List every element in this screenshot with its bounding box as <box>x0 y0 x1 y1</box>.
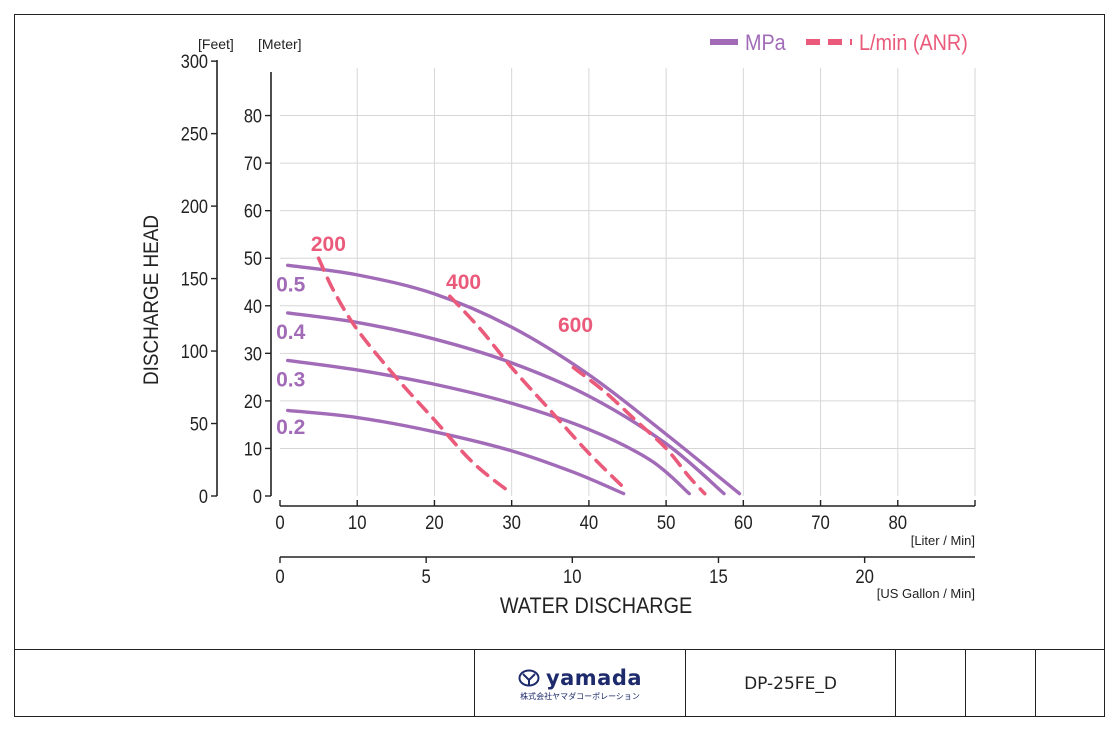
x-tick-label-liter: 10 <box>348 512 367 533</box>
drawing-code: DP-25FE_D <box>685 650 895 717</box>
y-tick-label-meter: 50 <box>244 248 262 269</box>
title-block-cell <box>1035 650 1105 717</box>
series-label: 0.3 <box>276 369 305 392</box>
performance-chart: 01020304050607080050100150200250300[Feet… <box>140 31 976 618</box>
y-tick-label-feet: 300 <box>181 51 208 72</box>
y-axis-title: DISCHARGE HEAD <box>140 215 163 385</box>
x-tick-label-liter: 70 <box>811 512 830 533</box>
y-tick-label-meter: 40 <box>244 296 262 317</box>
legend-label-mpa: MPa <box>745 31 786 55</box>
yamada-mark-icon <box>518 669 540 686</box>
x-tick-label-gallon: 20 <box>855 566 874 587</box>
series-label: 0.5 <box>276 274 306 297</box>
y-unit-feet: [Feet] <box>198 36 234 52</box>
x-tick-label-liter: 20 <box>425 512 444 533</box>
y-tick-label-feet: 100 <box>181 341 208 362</box>
x-tick-label-gallon: 15 <box>709 566 728 587</box>
y-tick-label-feet: 150 <box>181 268 208 289</box>
pressure-curve-0.3 <box>286 358 691 496</box>
x-tick-label-liter: 30 <box>502 512 521 533</box>
y-tick-label-meter: 60 <box>244 201 262 222</box>
x-tick-label-gallon: 0 <box>275 566 284 587</box>
pressure-curve-0.2 <box>286 408 626 496</box>
y-tick-label-meter: 10 <box>244 438 262 459</box>
air-flow-curve-400 <box>448 294 630 494</box>
drawing-code-text: DP-25FE_D <box>744 673 837 694</box>
air-flow-curve-600 <box>571 365 707 496</box>
title-block-cell <box>965 650 1035 717</box>
drawing-frame <box>14 14 1105 717</box>
x-tick-label-liter: 80 <box>888 512 907 533</box>
x-tick-label-gallon: 10 <box>563 566 582 587</box>
series-label: 0.4 <box>276 321 306 344</box>
x-unit-gallon: [US Gallon / Min] <box>877 586 975 601</box>
x-tick-label-liter: 60 <box>734 512 753 533</box>
logo-subtitle: 株式会社ヤマダコーポレーション <box>520 691 640 701</box>
y-tick-label-meter: 80 <box>244 105 262 126</box>
series-label: 600 <box>558 314 593 337</box>
x-tick-label-gallon: 5 <box>422 566 431 587</box>
pressure-curve-0.5 <box>286 263 742 496</box>
series-label: 200 <box>311 233 346 256</box>
x-tick-label-liter: 50 <box>657 512 676 533</box>
company-logo: yamada 株式会社ヤマダコーポレーション <box>474 650 685 717</box>
logo-name: yamada <box>545 665 643 690</box>
title-block: yamada 株式会社ヤマダコーポレーション DP-25FE_D <box>14 649 1105 717</box>
pressure-curve-0.4 <box>286 311 726 496</box>
y-tick-label-feet: 50 <box>190 413 208 434</box>
series-label: 0.2 <box>276 416 305 439</box>
x-tick-label-liter: 40 <box>580 512 599 533</box>
y-tick-label-meter: 0 <box>253 486 262 507</box>
series-label: 400 <box>446 271 481 294</box>
y-tick-label-feet: 0 <box>199 486 208 507</box>
x-unit-liter: [Liter / Min] <box>911 533 975 548</box>
y-tick-label-meter: 20 <box>244 391 262 412</box>
y-tick-label-feet: 250 <box>181 123 208 144</box>
air-flow-curve-200 <box>316 256 514 496</box>
title-block-cell <box>895 650 965 717</box>
y-tick-label-feet: 200 <box>181 196 208 217</box>
y-tick-label-meter: 70 <box>244 153 262 174</box>
y-tick-label-meter: 30 <box>244 343 262 364</box>
y-unit-meter: [Meter] <box>258 36 302 52</box>
x-axis-title: WATER DISCHARGE <box>500 594 692 618</box>
x-tick-label-liter: 0 <box>275 512 284 533</box>
legend-label-air: L/min (ANR) <box>859 31 968 55</box>
